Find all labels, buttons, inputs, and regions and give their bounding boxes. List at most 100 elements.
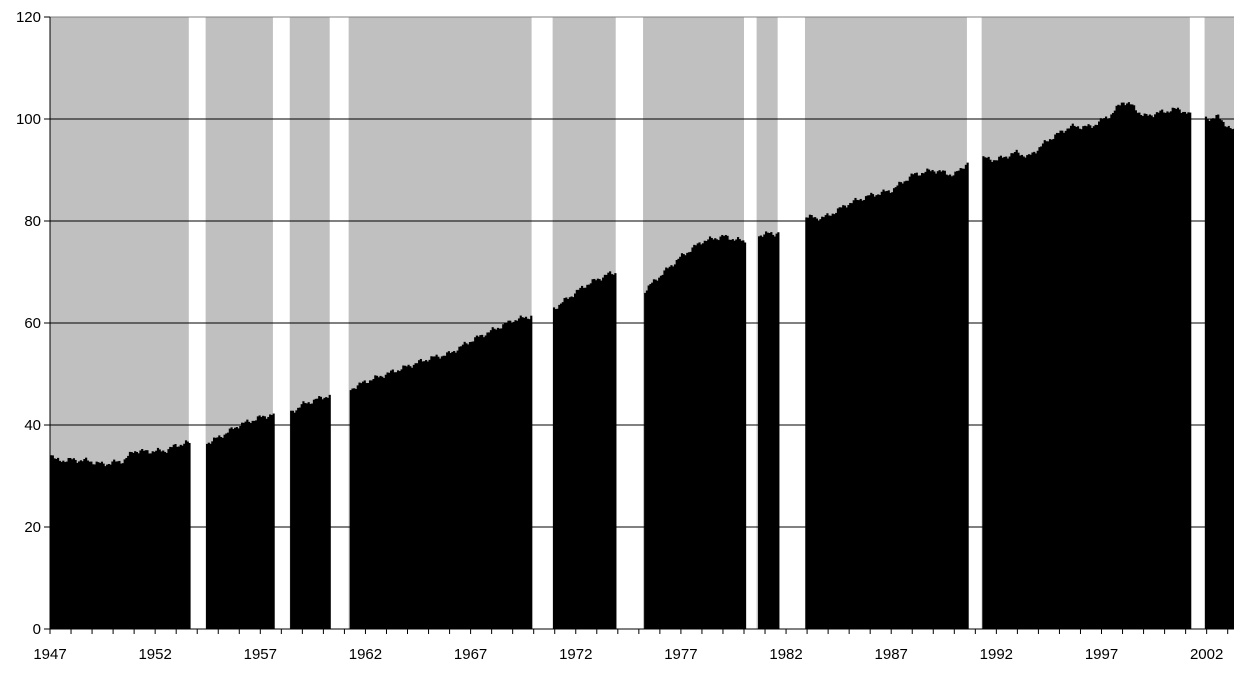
- bar: [1040, 146, 1043, 629]
- bar: [887, 190, 890, 630]
- bar: [430, 356, 433, 629]
- bar: [1071, 123, 1074, 629]
- series-bars: [50, 102, 1234, 630]
- bar: [840, 207, 843, 629]
- bar: [269, 414, 272, 629]
- bar: [521, 317, 524, 629]
- bar: [1189, 112, 1192, 630]
- bar: [1140, 115, 1143, 629]
- bar: [307, 402, 310, 629]
- bar: [370, 380, 373, 629]
- bar: [437, 356, 440, 629]
- bar: [940, 171, 943, 630]
- bar: [738, 239, 741, 629]
- bar: [234, 427, 237, 629]
- bar: [165, 452, 168, 629]
- x-axis: 1947 1952 1957 1962 1967 1972 1977 1982 1987 1992…: [33, 628, 1234, 663]
- bar: [163, 451, 167, 629]
- bar: [1157, 112, 1160, 629]
- bar: [736, 237, 740, 629]
- bar: [1206, 118, 1209, 630]
- bar: [155, 450, 158, 629]
- bar: [1152, 117, 1155, 629]
- bar: [1012, 153, 1015, 629]
- x-tick-label: 1972: [559, 646, 592, 663]
- bar: [991, 161, 994, 629]
- bar: [512, 321, 515, 629]
- bar: [768, 232, 771, 629]
- bar: [987, 156, 990, 629]
- bar: [248, 421, 251, 629]
- bar: [679, 256, 682, 629]
- bar: [79, 460, 82, 629]
- bar: [62, 460, 65, 629]
- bar: [665, 267, 668, 629]
- bar: [1082, 126, 1085, 629]
- bar: [444, 355, 447, 629]
- bar: [495, 329, 498, 629]
- bar: [1045, 141, 1048, 630]
- bar: [111, 461, 114, 629]
- bar: [722, 236, 726, 630]
- bar: [64, 462, 67, 629]
- bar: [1110, 114, 1113, 630]
- bar: [479, 335, 482, 629]
- bar: [936, 171, 939, 629]
- bar: [107, 463, 110, 629]
- bar: [1013, 151, 1017, 629]
- bar: [828, 215, 831, 629]
- bar: [770, 232, 773, 629]
- bar: [740, 240, 743, 629]
- bar: [179, 444, 182, 629]
- bar: [1232, 128, 1234, 629]
- bar: [810, 215, 813, 629]
- bar: [819, 219, 822, 629]
- bar: [591, 279, 594, 629]
- bar: [684, 255, 687, 629]
- bar: [942, 170, 945, 629]
- bar: [933, 171, 936, 629]
- bar: [432, 356, 435, 629]
- bar: [1026, 155, 1029, 629]
- bar: [475, 335, 479, 629]
- bar: [1148, 114, 1151, 630]
- bar: [694, 245, 698, 629]
- bar: [211, 441, 214, 629]
- bar: [929, 171, 932, 630]
- bar: [984, 157, 987, 630]
- bar: [398, 371, 401, 629]
- bar: [864, 196, 868, 629]
- x-tick-label: 1952: [138, 646, 171, 663]
- bar: [775, 233, 778, 629]
- bar: [1108, 118, 1111, 629]
- bar: [109, 464, 112, 629]
- bar: [253, 420, 256, 629]
- bar: [609, 271, 612, 629]
- bar: [952, 175, 955, 629]
- bar: [353, 388, 356, 629]
- bar: [661, 274, 664, 629]
- bar: [419, 358, 422, 629]
- bar: [144, 450, 147, 629]
- bar: [470, 341, 473, 629]
- bar: [843, 205, 847, 630]
- bar: [949, 174, 952, 630]
- bar: [127, 455, 130, 629]
- bar: [488, 332, 491, 629]
- bar: [821, 216, 824, 629]
- bar: [99, 462, 102, 629]
- bar: [57, 457, 60, 629]
- bar: [761, 236, 764, 629]
- bar: [230, 427, 233, 629]
- bar: [845, 207, 848, 630]
- bar: [237, 428, 240, 629]
- bar: [158, 449, 161, 629]
- bar: [1122, 102, 1125, 630]
- bar: [763, 234, 766, 629]
- bar: [565, 297, 568, 629]
- bar: [130, 452, 133, 629]
- bar: [878, 194, 882, 629]
- bar: [726, 235, 729, 629]
- bar: [575, 289, 578, 629]
- bar: [382, 377, 386, 629]
